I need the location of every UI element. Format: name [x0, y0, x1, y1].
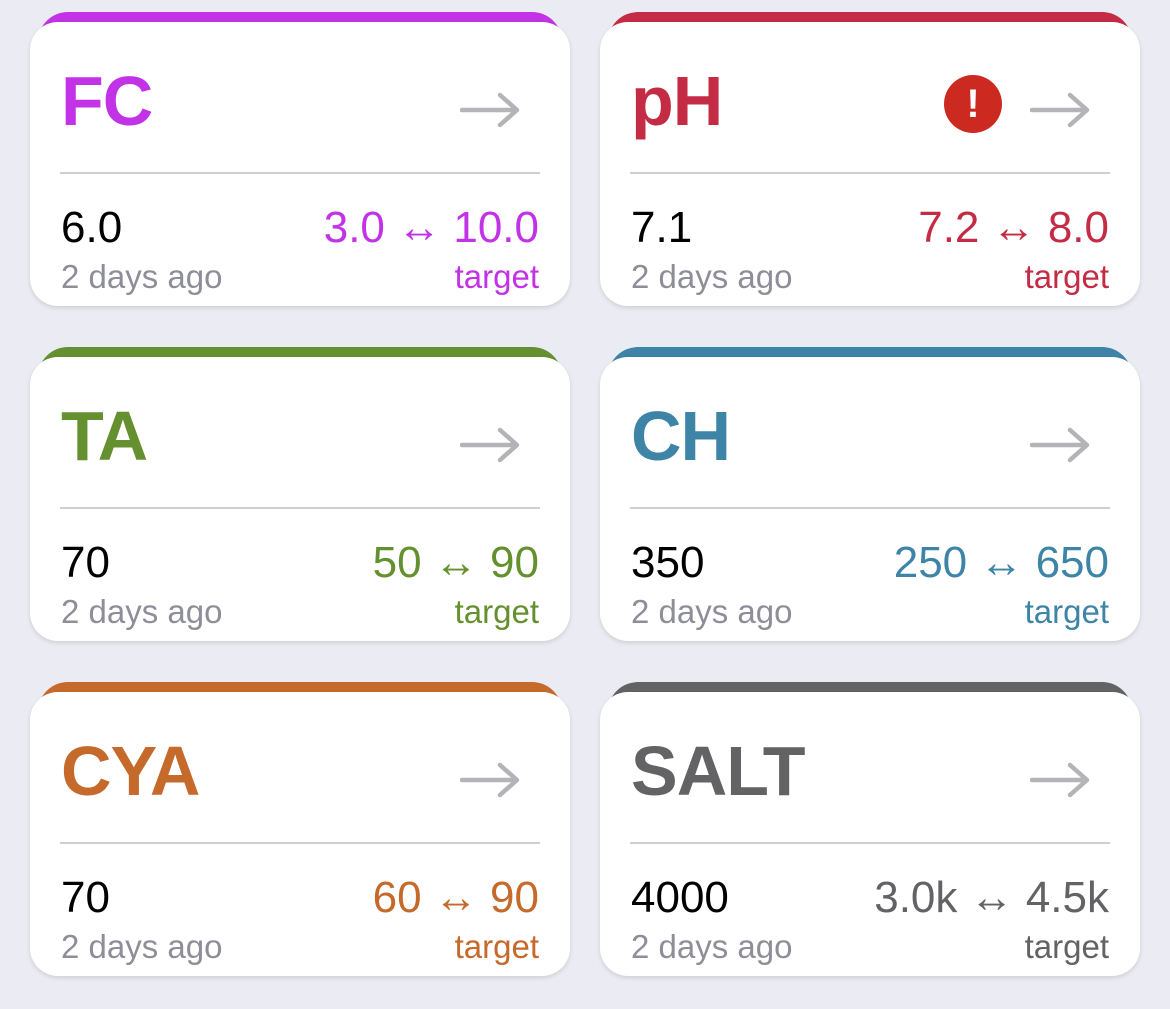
card-ph[interactable]: pH ! 7.1 2 days ago 7.2 ↔ 8.0 target	[600, 12, 1140, 306]
card-body: SALT 4000 2 days ago 3.0k ↔ 4.5k target	[600, 692, 1140, 976]
reading-value: 4000	[631, 873, 729, 922]
target-range: 250 ↔ 650	[893, 538, 1109, 587]
target-range: 60 ↔ 90	[372, 873, 539, 922]
target-label: target	[454, 258, 539, 295]
arrow-right-icon[interactable]	[1030, 425, 1090, 465]
card-title: SALT	[631, 732, 806, 810]
arrow-right-icon[interactable]	[460, 90, 520, 130]
card-fc[interactable]: FC 6.0 2 days ago 3.0 ↔ 10.0 target	[30, 12, 570, 306]
target-label: target	[454, 928, 539, 965]
card-divider	[60, 507, 540, 509]
target-range: 3.0k ↔ 4.5k	[874, 873, 1109, 922]
reading-timestamp: 2 days ago	[631, 928, 793, 965]
card-salt[interactable]: SALT 4000 2 days ago 3.0k ↔ 4.5k target	[600, 682, 1140, 976]
arrow-right-icon[interactable]	[1030, 90, 1090, 130]
reading-value: 7.1	[631, 203, 693, 252]
card-body: pH ! 7.1 2 days ago 7.2 ↔ 8.0 target	[600, 22, 1140, 306]
arrow-right-icon[interactable]	[460, 760, 520, 800]
card-body: CYA 70 2 days ago 60 ↔ 90 target	[30, 692, 570, 976]
target-label: target	[454, 593, 539, 630]
card-ch[interactable]: CH 350 2 days ago 250 ↔ 650 target	[600, 347, 1140, 641]
reading-value: 70	[61, 538, 110, 587]
reading-timestamp: 2 days ago	[61, 593, 223, 630]
card-title: pH	[631, 62, 723, 140]
card-title: FC	[61, 62, 153, 140]
card-body: FC 6.0 2 days ago 3.0 ↔ 10.0 target	[30, 22, 570, 306]
target-label: target	[1024, 593, 1109, 630]
target-range: 3.0 ↔ 10.0	[323, 203, 539, 252]
reading-timestamp: 2 days ago	[61, 258, 223, 295]
arrow-right-icon[interactable]	[1030, 760, 1090, 800]
reading-timestamp: 2 days ago	[631, 593, 793, 630]
card-body: TA 70 2 days ago 50 ↔ 90 target	[30, 357, 570, 641]
reading-timestamp: 2 days ago	[631, 258, 793, 295]
reading-timestamp: 2 days ago	[61, 928, 223, 965]
target-range: 50 ↔ 90	[372, 538, 539, 587]
card-divider	[60, 842, 540, 844]
card-divider	[630, 842, 1110, 844]
card-body: CH 350 2 days ago 250 ↔ 650 target	[600, 357, 1140, 641]
target-label: target	[1024, 928, 1109, 965]
reading-value: 70	[61, 873, 110, 922]
target-label: target	[1024, 258, 1109, 295]
card-ta[interactable]: TA 70 2 days ago 50 ↔ 90 target	[30, 347, 570, 641]
card-divider	[60, 172, 540, 174]
reading-value: 350	[631, 538, 705, 587]
card-title: CH	[631, 397, 731, 475]
alert-icon[interactable]: !	[944, 75, 1002, 133]
reading-value: 6.0	[61, 203, 123, 252]
card-divider	[630, 172, 1110, 174]
card-title: CYA	[61, 732, 200, 810]
card-cya[interactable]: CYA 70 2 days ago 60 ↔ 90 target	[30, 682, 570, 976]
card-title: TA	[61, 397, 148, 475]
arrow-right-icon[interactable]	[460, 425, 520, 465]
target-range: 7.2 ↔ 8.0	[918, 203, 1109, 252]
card-divider	[630, 507, 1110, 509]
